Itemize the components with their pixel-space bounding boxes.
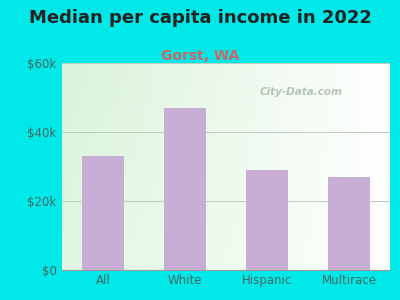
Text: Gorst, WA: Gorst, WA (161, 50, 239, 64)
Bar (246, 170, 288, 270)
Bar (82, 156, 124, 270)
Text: Median per capita income in 2022: Median per capita income in 2022 (28, 9, 372, 27)
Text: City-Data.com: City-Data.com (260, 87, 343, 97)
Bar (164, 108, 206, 270)
Bar (328, 177, 370, 270)
